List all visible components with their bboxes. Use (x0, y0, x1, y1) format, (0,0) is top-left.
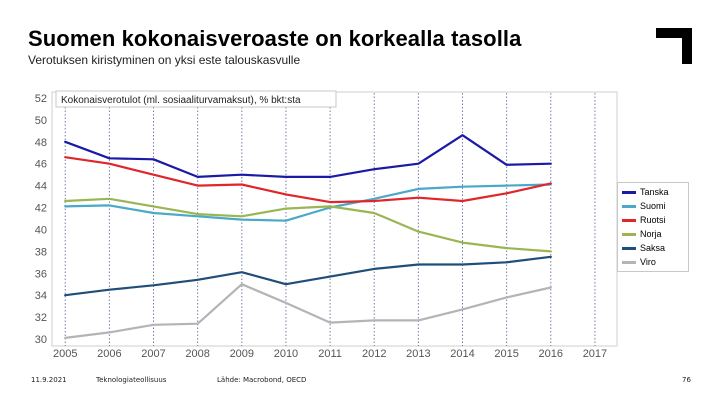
series-line-suomi (64, 183, 552, 222)
legend-label: Viro (640, 257, 656, 267)
footer-organization: Teknologiateollisuus (96, 376, 167, 384)
legend-item-saksa: Saksa (622, 243, 665, 253)
x-tick-label: 2008 (185, 348, 209, 360)
y-tick-label: 36 (35, 268, 47, 280)
slide-subtitle: Verotuksen kiristyminen on yksi este tal… (28, 53, 301, 67)
y-tick-label: 32 (35, 312, 47, 324)
legend-label: Saksa (640, 243, 666, 253)
plot-area (51, 91, 618, 347)
x-tick-label: 2015 (494, 348, 518, 360)
series-line-tanska (64, 134, 552, 178)
legend-label: Suomi (640, 201, 666, 211)
legend-label: Norja (640, 229, 662, 239)
x-tick-label: 2006 (97, 348, 121, 360)
series-line-saksa (64, 255, 552, 297)
series-line-norja (64, 197, 552, 253)
x-tick-label: 2012 (362, 348, 386, 360)
y-tick-label: 42 (35, 203, 47, 215)
y-tick-label: 50 (35, 115, 47, 127)
y-tick-label: 40 (35, 224, 47, 236)
legend-swatch (622, 218, 636, 222)
chart-title: Kokonaisverotulot (ml. sosiaaliturvamaks… (61, 95, 301, 106)
legend-swatch (622, 204, 636, 208)
legend-item-suomi: Suomi (622, 201, 666, 211)
x-tick-label: 2016 (539, 348, 563, 360)
y-tick-label: 52 (35, 93, 47, 105)
legend-item-norja: Norja (622, 229, 662, 239)
legend-item-tanska: Tanska (622, 187, 669, 197)
legend-swatch (622, 246, 636, 250)
y-tick-label: 48 (35, 137, 47, 149)
y-tick-label: 46 (35, 159, 47, 171)
legend-item-viro: Viro (622, 257, 656, 267)
x-tick-label: 2011 (318, 348, 342, 360)
chart-title-box (55, 90, 337, 108)
series-line-ruotsi (64, 156, 552, 204)
legend-label: Ruotsi (640, 215, 666, 225)
legend-swatch (622, 232, 636, 236)
footer-date: 11.9.2021 (31, 376, 67, 384)
y-tick-label: 38 (35, 246, 47, 258)
footer-page-number: 76 (682, 376, 691, 384)
x-tick-label: 2005 (53, 348, 77, 360)
legend-item-ruotsi: Ruotsi (622, 215, 666, 225)
y-tick-label: 30 (35, 334, 47, 346)
x-tick-label: 2009 (230, 348, 254, 360)
x-tick-label: 2007 (141, 348, 165, 360)
legend-label: Tanska (640, 187, 669, 197)
footer-source: Lähde: Macrobond, OECD (217, 376, 307, 384)
x-tick-label: 2017 (583, 348, 607, 360)
y-tick-label: 34 (35, 290, 47, 302)
chart-legend: Tanska Suomi Ruotsi Norja Saksa Viro (617, 182, 689, 272)
legend-swatch (622, 260, 636, 264)
y-tick-label: 44 (35, 181, 47, 193)
x-tick-label: 2013 (406, 348, 430, 360)
x-tick-label: 2014 (450, 348, 474, 360)
legend-swatch (622, 190, 636, 194)
series-line-viro (64, 283, 552, 339)
corner-bracket-logo-icon (656, 28, 692, 64)
slide-title: Suomen kokonaisveroaste on korkealla tas… (28, 26, 522, 51)
x-tick-label: 2010 (274, 348, 298, 360)
